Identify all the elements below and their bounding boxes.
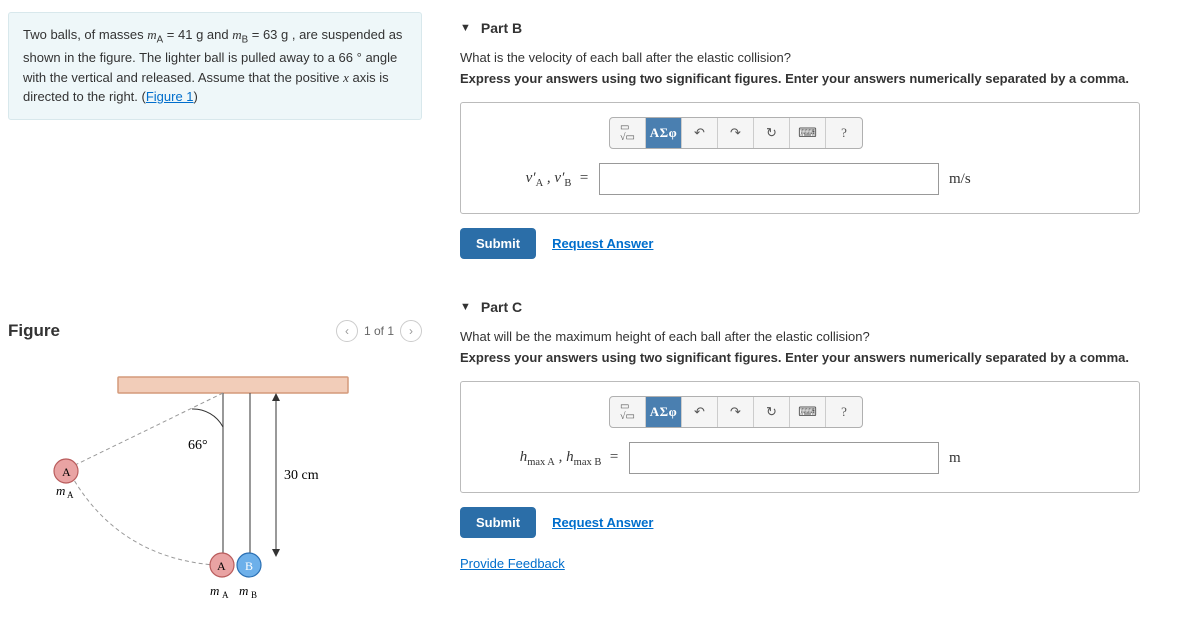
part-b-unit: m/s xyxy=(949,171,971,188)
part-c-input[interactable] xyxy=(629,442,939,474)
part-b-var-label: v′A , v′B = xyxy=(479,170,589,189)
ball-a-label: A xyxy=(62,465,71,479)
pager-text: 1 of 1 xyxy=(364,324,394,338)
svg-text:m: m xyxy=(210,583,219,598)
figure-pager: ‹ 1 of 1 › xyxy=(336,320,422,342)
equation-toolbar-b: ▭√▭ ΑΣφ ↶ ↷ ↻ ⌨ ? xyxy=(609,117,863,149)
prev-figure-button[interactable]: ‹ xyxy=(336,320,358,342)
svg-text:B: B xyxy=(251,590,257,600)
figure-link[interactable]: Figure 1 xyxy=(146,89,194,104)
svg-text:A: A xyxy=(67,490,74,500)
angle-label: 66° xyxy=(188,438,208,453)
redo-icon[interactable]: ↷ xyxy=(718,397,754,427)
part-b-title: Part B xyxy=(481,20,522,36)
part-c-answer-box: ▭√▭ ΑΣφ ↶ ↷ ↻ ⌨ ? hmax A , hmax B = m xyxy=(460,381,1140,493)
svg-text:m: m xyxy=(56,483,65,498)
problem-text: Two balls, of masses mA = 41 g and mB = … xyxy=(23,27,402,104)
reset-icon[interactable]: ↻ xyxy=(754,118,790,148)
redo-icon[interactable]: ↷ xyxy=(718,118,754,148)
length-label: 30 cm xyxy=(284,468,319,483)
keyboard-icon[interactable]: ⌨ xyxy=(790,118,826,148)
caret-down-icon: ▼ xyxy=(460,301,471,313)
svg-text:m: m xyxy=(239,583,248,598)
figure-diagram: 66° 30 cm A m A A B m A m B xyxy=(8,357,408,607)
next-figure-button[interactable]: › xyxy=(400,320,422,342)
help-icon[interactable]: ? xyxy=(826,397,862,427)
part-c-request-answer[interactable]: Request Answer xyxy=(552,515,653,530)
greek-button[interactable]: ΑΣφ xyxy=(646,118,682,148)
help-icon[interactable]: ? xyxy=(826,118,862,148)
template-icon[interactable]: ▭√▭ xyxy=(610,397,646,427)
greek-button[interactable]: ΑΣφ xyxy=(646,397,682,427)
figure-title: Figure xyxy=(8,321,60,341)
caret-down-icon: ▼ xyxy=(460,22,471,34)
keyboard-icon[interactable]: ⌨ xyxy=(790,397,826,427)
svg-text:A: A xyxy=(222,590,229,600)
part-c-question: What will be the maximum height of each … xyxy=(460,329,1180,344)
part-b-question: What is the velocity of each ball after … xyxy=(460,50,1180,65)
part-c-unit: m xyxy=(949,450,961,467)
equation-toolbar-c: ▭√▭ ΑΣφ ↶ ↷ ↻ ⌨ ? xyxy=(609,396,863,428)
part-b-submit-button[interactable]: Submit xyxy=(460,228,536,259)
svg-text:A: A xyxy=(217,559,226,573)
template-icon[interactable]: ▭√▭ xyxy=(610,118,646,148)
part-c-var-label: hmax A , hmax B = xyxy=(479,449,619,468)
undo-icon[interactable]: ↶ xyxy=(682,397,718,427)
part-b-request-answer[interactable]: Request Answer xyxy=(552,236,653,251)
part-b-answer-box: ▭√▭ ΑΣφ ↶ ↷ ↻ ⌨ ? v′A , v′B = m/s xyxy=(460,102,1140,214)
svg-text:B: B xyxy=(245,559,253,573)
part-c-submit-button[interactable]: Submit xyxy=(460,507,536,538)
part-b-input[interactable] xyxy=(599,163,939,195)
part-b-instruction: Express your answers using two significa… xyxy=(460,71,1180,86)
part-b-header[interactable]: ▼ Part B xyxy=(460,10,1180,50)
problem-statement: Two balls, of masses mA = 41 g and mB = … xyxy=(8,12,422,120)
part-c-header[interactable]: ▼ Part C xyxy=(460,289,1180,329)
part-c-title: Part C xyxy=(481,299,522,315)
provide-feedback-link[interactable]: Provide Feedback xyxy=(460,556,1180,571)
part-c-instruction: Express your answers using two significa… xyxy=(460,350,1180,365)
undo-icon[interactable]: ↶ xyxy=(682,118,718,148)
reset-icon[interactable]: ↻ xyxy=(754,397,790,427)
